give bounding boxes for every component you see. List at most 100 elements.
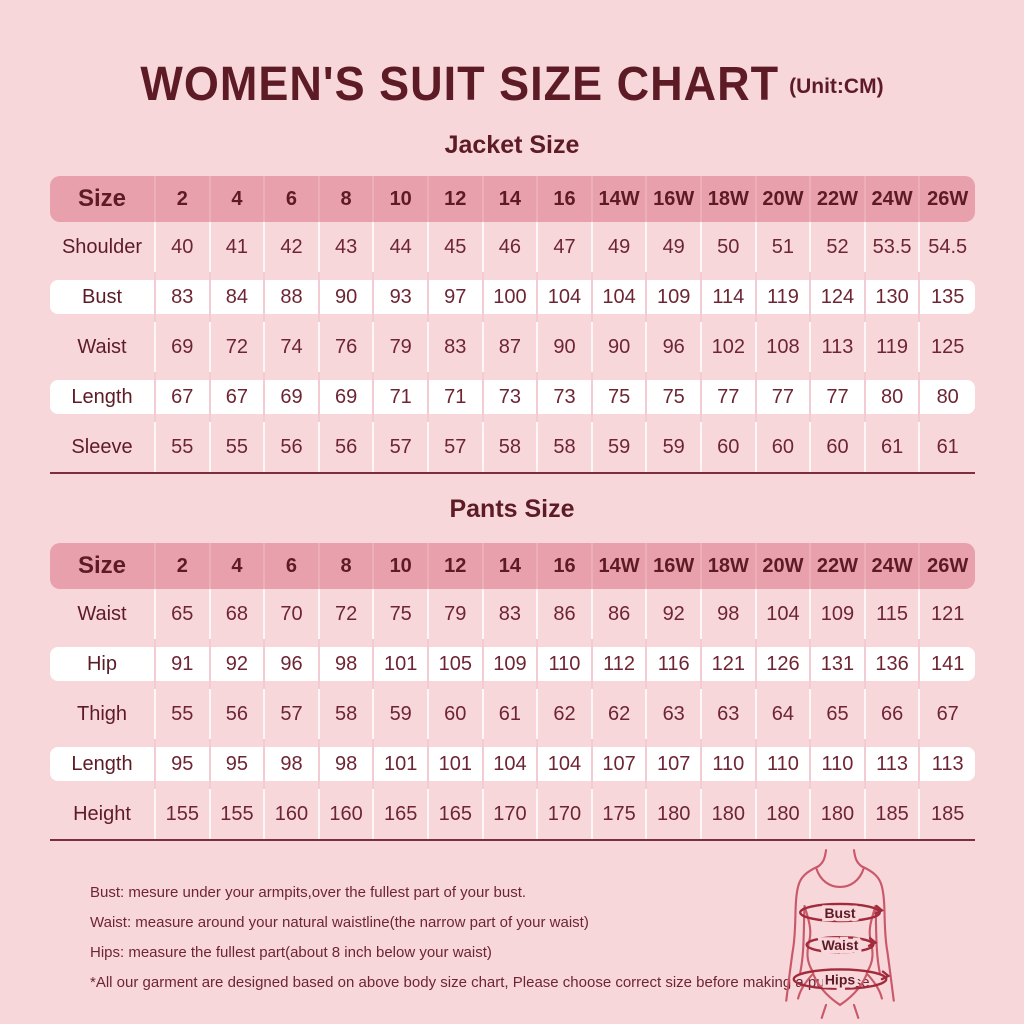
value-cell: 125 [931,335,965,358]
body-measurement-figure-icon: Bust Waist Hips [785,849,895,1019]
table-row: Length 67 67 69 69 71 71 73 73 75 75 77 77 77 80 80 [50,372,975,422]
value-cell: 59 [593,422,648,472]
size-column-header: 4 [211,543,266,589]
value-cell: 98 [320,639,375,689]
size-column-header: 14W [593,543,648,589]
value-cell: 86 [538,589,593,639]
value-cell: 60 [811,422,866,472]
value-cell: 113 [866,739,921,789]
row-label: Bust [50,272,156,322]
size-column-header: 12 [429,543,484,589]
value-cell: 109 [647,272,702,322]
value-cell: 104 [538,739,593,789]
value-cell: 58 [484,422,539,472]
value-cell: 57 [374,422,429,472]
value-cell: 180 [811,789,866,839]
value-cell: 56 [320,422,375,472]
value-cell: 70 [265,589,320,639]
value-cell: 47 [538,222,593,272]
page-title: WOMEN'S SUIT SIZE CHART (Unit:CM) [0,55,1024,111]
value-cell: 101 [429,739,484,789]
table-row: Length 95 95 98 98 101 101 104 104 107 107 110 110 11… [50,739,975,789]
value-cell: 98 [320,739,375,789]
value-cell: 160 [265,789,320,839]
value-cell: 114 [702,272,757,322]
value-cell: 180 [757,789,812,839]
value-cell: 109 [484,639,539,689]
value-cell: 54.5 [928,235,968,258]
value-cell: 165 [429,789,484,839]
value-cell: 61 [936,435,959,458]
table-row: Waist 65 68 70 72 75 79 83 86 86 92 98 104 109 115 121 [50,589,975,639]
value-cell: 80 [936,385,959,408]
value-cell: 79 [429,589,484,639]
note-waist: Waist: measure around your natural waist… [90,914,589,931]
size-column-header: 16 [538,543,593,589]
size-column-header: 16 [538,176,593,222]
value-cell: 50 [702,222,757,272]
size-column-header: 26W [927,554,969,577]
table-row: Thigh 55 56 57 58 59 60 61 62 62 63 63 64 65 66 67 [50,689,975,739]
size-column-header: 24W [866,543,921,589]
jacket-size-heading: Jacket Size [444,131,580,159]
size-column-header: 10 [374,176,429,222]
value-cell: 115 [866,589,921,639]
size-column-header: 20W [757,543,812,589]
unit-label: (Unit:CM) [789,75,884,98]
note-disclaimer: *All our garment are designed based on a… [90,974,874,991]
figure-hips-label: Hips [825,972,856,988]
value-cell: 65 [811,689,866,739]
value-cell: 90 [593,322,648,372]
value-cell: 43 [320,222,375,272]
value-cell: 102 [702,322,757,372]
pants-size-heading: Pants Size [449,495,575,523]
size-column-header: 14W [593,176,648,222]
table-row: Size 2 4 6 8 10 12 14 16 14W 16W 18W 20W 22W 24W 26W [50,543,975,589]
value-cell: 74 [265,322,320,372]
title-text: WOMEN'S SUIT SIZE CHART [140,55,780,111]
value-cell: 86 [593,589,648,639]
value-cell: 75 [647,372,702,422]
value-cell: 90 [538,322,593,372]
value-cell: 56 [265,422,320,472]
row-label: Shoulder [50,222,156,272]
value-cell: 95 [156,739,211,789]
value-cell: 121 [702,639,757,689]
size-column-header: 24W [866,176,921,222]
value-cell: 76 [320,322,375,372]
value-cell: 71 [374,372,429,422]
value-cell: 121 [931,602,965,625]
value-cell: 113 [931,752,964,775]
size-column-header: 14 [484,176,539,222]
value-cell: 104 [484,739,539,789]
note-hips: Hips: measure the fullest part(about 8 i… [90,944,492,961]
size-column-header: 6 [265,543,320,589]
size-column-header: 16W [647,543,702,589]
table-row: Height 155 155 160 160 165 165 170 170 175 180 180 1… [50,789,975,839]
row-label: Length [50,739,156,789]
row-label: Waist [50,589,156,639]
value-cell: 141 [931,652,965,675]
value-cell: 95 [211,739,266,789]
table-row: Bust 83 84 88 90 93 97 100 104 104 109 114 119 124 130… [50,272,975,322]
value-cell: 113 [811,322,866,372]
value-cell: 90 [320,272,375,322]
value-cell: 77 [811,372,866,422]
value-cell: 57 [429,422,484,472]
value-cell: 104 [757,589,812,639]
value-cell: 104 [538,272,593,322]
value-cell: 160 [320,789,375,839]
size-column-header: 18W [702,543,757,589]
value-cell: 87 [484,322,539,372]
value-cell: 96 [265,639,320,689]
row-label: Hip [50,639,156,689]
value-cell: 131 [811,639,866,689]
table-row: Size 2 4 6 8 10 12 14 16 14W 16W 18W 20W 22W 24W 26W [50,176,975,222]
value-cell: 69 [265,372,320,422]
pants-size-table: Size 2 4 6 8 10 12 14 16 14W 16W 18W 20W 22W 24W 26W Wai… [50,543,975,841]
value-cell: 91 [156,639,211,689]
value-cell: 83 [484,589,539,639]
row-label: Waist [50,322,156,372]
table-row: Shoulder 40 41 42 43 44 45 46 47 49 49 50 51 52 53.5 54… [50,222,975,272]
value-cell: 180 [647,789,702,839]
